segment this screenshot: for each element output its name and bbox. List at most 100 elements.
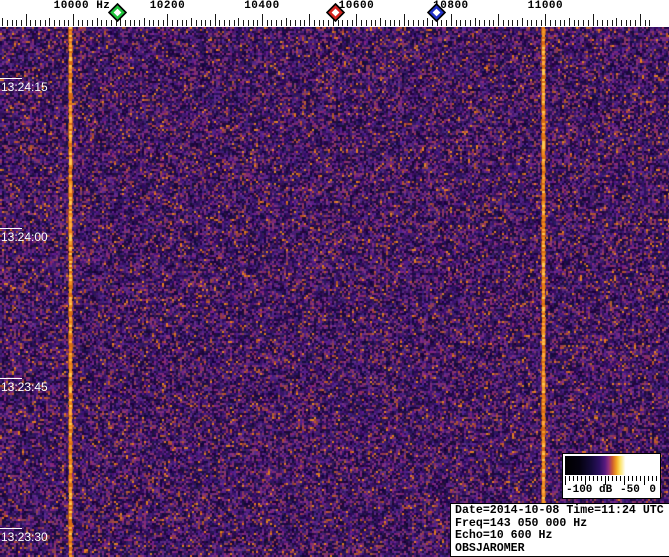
ruler-tick xyxy=(276,20,277,26)
ruler-tick xyxy=(635,20,636,26)
ruler-label-10000: 10000 Hz xyxy=(53,0,111,12)
legend-label-mid: -50 xyxy=(620,484,640,496)
ruler-tick xyxy=(130,20,131,26)
ruler-label-10400: 10400 xyxy=(244,0,280,12)
legend-tick xyxy=(576,476,578,481)
ruler-tick xyxy=(144,18,145,26)
ruler-tick xyxy=(295,20,296,26)
ruler-tick xyxy=(78,20,79,26)
ruler-tick xyxy=(111,20,112,26)
legend-tick xyxy=(628,476,630,481)
ruler-tick xyxy=(153,20,154,26)
ruler-tick xyxy=(139,20,140,26)
ruler-tick xyxy=(390,20,391,26)
ruler-tick xyxy=(224,20,225,26)
marker-blue-diamond-icon[interactable] xyxy=(427,2,447,23)
ruler-tick xyxy=(87,20,88,26)
ruler-tick xyxy=(333,18,334,26)
ruler-tick xyxy=(16,20,17,26)
info-line-echo: Echo=10 600 Hz xyxy=(455,529,553,543)
ruler-tick xyxy=(328,20,329,26)
ruler-tick xyxy=(304,20,305,26)
ruler-tick xyxy=(418,20,419,26)
ruler-tick xyxy=(375,20,376,26)
legend-label-max: 0 xyxy=(649,484,656,496)
legend-tick xyxy=(636,476,638,481)
ruler-tick xyxy=(163,20,164,26)
ruler-tick xyxy=(116,20,117,26)
ruler-tick xyxy=(12,20,13,26)
ruler-tick xyxy=(441,20,442,26)
ruler-tick xyxy=(597,20,598,26)
ruler-tick xyxy=(489,20,490,26)
ruler-tick xyxy=(186,20,187,26)
ruler-tick xyxy=(630,20,631,26)
ruler-tick xyxy=(281,20,282,26)
ruler-tick xyxy=(371,20,372,26)
time-label: 13:24:15 xyxy=(1,80,48,94)
ruler-tick xyxy=(607,20,608,26)
time-tick xyxy=(0,228,22,229)
marker-red-diamond-icon[interactable] xyxy=(325,2,345,23)
ruler-tick xyxy=(508,20,509,26)
ruler-tick xyxy=(7,20,8,26)
ruler-tick xyxy=(512,20,513,26)
waterfall-display[interactable] xyxy=(0,27,669,557)
ruler-tick xyxy=(531,20,532,26)
ruler-tick xyxy=(229,20,230,26)
legend-tick xyxy=(608,476,610,481)
ruler-tick xyxy=(26,14,27,26)
ruler-tick xyxy=(588,20,589,26)
info-line-date: Date=2014-10-08 Time=11:24 UTC xyxy=(455,504,664,517)
ruler-tick xyxy=(484,20,485,26)
legend-tick xyxy=(565,476,566,485)
ruler-tick xyxy=(30,20,31,26)
ruler-tick xyxy=(134,20,135,26)
ruler-tick xyxy=(196,20,197,26)
time-label: 13:23:30 xyxy=(1,530,48,544)
ruler-tick xyxy=(82,20,83,26)
ruler-tick xyxy=(569,18,570,26)
ruler-tick xyxy=(560,20,561,26)
ruler-tick xyxy=(205,20,206,26)
ruler-tick xyxy=(612,20,613,26)
ruler-tick xyxy=(404,14,405,26)
ruler-tick xyxy=(182,20,183,26)
ruler-tick xyxy=(408,20,409,26)
marker-green-diamond-icon[interactable] xyxy=(108,2,128,23)
ruler-tick xyxy=(342,20,343,26)
ruler-tick xyxy=(177,20,178,26)
legend-tick xyxy=(644,476,645,485)
ruler-tick xyxy=(271,20,272,26)
info-line-observer: OBSJAROMER xyxy=(455,541,525,555)
ruler-tick xyxy=(550,20,551,26)
ruler-tick xyxy=(352,20,353,26)
ruler-tick xyxy=(465,20,466,26)
ruler-tick xyxy=(309,14,310,26)
ruler-tick xyxy=(59,20,60,26)
legend-tick xyxy=(612,476,614,481)
ruler-tick xyxy=(323,20,324,26)
legend-tick xyxy=(600,476,602,481)
ruler-tick xyxy=(423,20,424,26)
ruler-tick xyxy=(475,18,476,26)
ruler-tick xyxy=(536,20,537,26)
ruler-tick xyxy=(616,18,617,26)
ruler-tick xyxy=(413,20,414,26)
ruler-tick xyxy=(248,20,249,26)
legend-tick xyxy=(640,476,642,481)
observation-info-box: Date=2014-10-08 Time=11:24 UTC Freq=143 … xyxy=(450,503,669,557)
color-scale-legend: -100 dB -50 0 xyxy=(562,453,661,499)
ruler-tick xyxy=(2,18,3,26)
ruler-tick xyxy=(493,20,494,26)
ruler-tick xyxy=(101,20,102,26)
ruler-tick xyxy=(583,20,584,26)
ruler-tick xyxy=(470,20,471,26)
ruler-label-10600: 10600 xyxy=(338,0,375,12)
legend-tick xyxy=(632,476,634,481)
time-tick xyxy=(0,378,22,379)
ruler-tick xyxy=(446,20,447,26)
ruler-tick xyxy=(97,18,98,26)
legend-tick xyxy=(596,476,598,481)
ruler-tick xyxy=(347,20,348,26)
